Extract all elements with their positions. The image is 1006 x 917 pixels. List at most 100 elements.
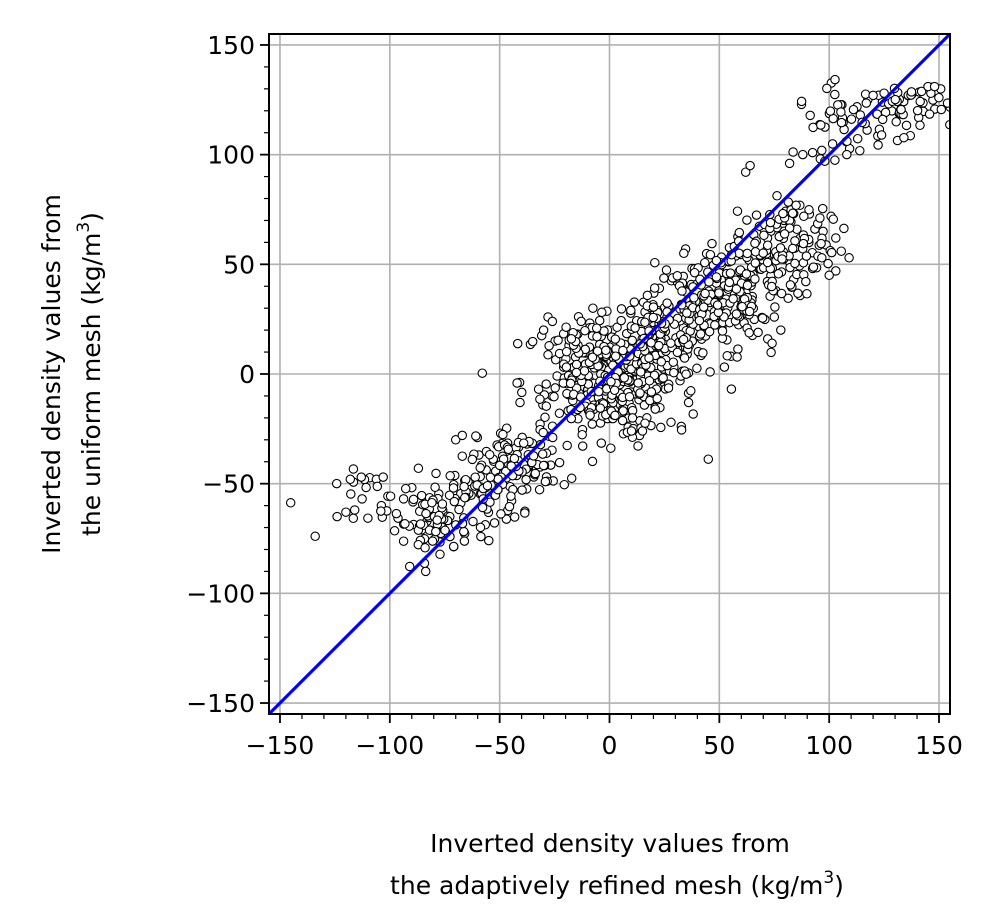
x-tick-label: −50 bbox=[473, 731, 526, 760]
x-tick-label: −150 bbox=[246, 731, 315, 760]
y-axis-label-superscript: 3 bbox=[74, 222, 94, 233]
data-point bbox=[533, 384, 544, 394]
data-point bbox=[731, 284, 742, 294]
data-point bbox=[698, 348, 708, 358]
data-point bbox=[346, 489, 356, 499]
data-point bbox=[681, 369, 691, 379]
data-point bbox=[547, 316, 558, 327]
data-point bbox=[663, 383, 674, 393]
y-axis-label: Inverted density values from the uniform… bbox=[37, 194, 106, 554]
data-point bbox=[579, 366, 590, 376]
data-point bbox=[449, 496, 460, 507]
data-point bbox=[778, 208, 788, 219]
data-point bbox=[692, 363, 702, 374]
data-point bbox=[559, 479, 570, 490]
y-tick-label: 100 bbox=[207, 141, 255, 170]
data-point bbox=[391, 508, 402, 519]
data-point bbox=[656, 422, 666, 433]
data-point bbox=[561, 362, 572, 372]
data-point bbox=[744, 306, 755, 317]
data-point bbox=[801, 251, 812, 261]
data-point bbox=[460, 492, 470, 503]
data-point bbox=[815, 213, 825, 223]
data-point bbox=[817, 145, 827, 156]
data-point bbox=[682, 308, 692, 318]
data-point bbox=[521, 474, 531, 485]
data-point bbox=[711, 272, 722, 282]
x-tick-label: 100 bbox=[805, 731, 853, 760]
data-point bbox=[540, 412, 550, 423]
data-point bbox=[565, 378, 576, 389]
data-point bbox=[580, 325, 590, 336]
data-point bbox=[561, 322, 571, 332]
data-point bbox=[627, 335, 637, 346]
data-point bbox=[448, 541, 459, 552]
data-point bbox=[703, 454, 714, 464]
axis-ticks bbox=[260, 44, 940, 723]
data-point bbox=[757, 313, 768, 323]
data-point bbox=[440, 525, 450, 536]
data-point bbox=[798, 238, 809, 249]
data-point bbox=[737, 301, 747, 312]
data-point bbox=[591, 323, 602, 333]
data-point bbox=[427, 536, 438, 546]
data-point bbox=[831, 233, 841, 243]
x-tick-label: 50 bbox=[703, 731, 735, 760]
data-point bbox=[929, 81, 940, 92]
data-point bbox=[587, 419, 598, 429]
data-point bbox=[879, 88, 889, 98]
data-point bbox=[477, 368, 488, 378]
data-point bbox=[587, 456, 598, 467]
data-point bbox=[494, 460, 505, 471]
data-point bbox=[471, 431, 481, 441]
data-point bbox=[530, 468, 541, 479]
data-point bbox=[372, 481, 383, 492]
data-point bbox=[550, 383, 560, 393]
data-point bbox=[633, 441, 643, 451]
y-tick-label: 50 bbox=[223, 250, 255, 279]
data-point bbox=[798, 149, 808, 160]
data-point bbox=[457, 430, 468, 441]
data-point bbox=[769, 312, 780, 322]
data-point bbox=[544, 341, 554, 351]
data-point bbox=[808, 122, 818, 133]
data-point bbox=[765, 217, 776, 228]
data-point bbox=[454, 504, 464, 515]
data-point bbox=[538, 325, 549, 335]
data-point bbox=[484, 535, 494, 546]
data-point bbox=[331, 478, 342, 489]
data-point bbox=[541, 379, 551, 389]
data-point bbox=[597, 307, 607, 318]
data-point bbox=[341, 507, 351, 517]
data-point bbox=[766, 281, 777, 292]
data-point bbox=[846, 114, 857, 124]
data-point bbox=[616, 304, 627, 314]
data-point bbox=[618, 345, 628, 356]
data-point bbox=[912, 105, 923, 116]
data-point bbox=[345, 474, 356, 485]
data-point bbox=[753, 327, 763, 338]
data-point bbox=[624, 392, 635, 402]
data-point bbox=[823, 258, 833, 269]
x-tick-label: −100 bbox=[355, 731, 424, 760]
data-point bbox=[431, 468, 441, 479]
data-point bbox=[408, 494, 419, 505]
data-point bbox=[640, 317, 650, 328]
data-point bbox=[689, 267, 700, 278]
data-point bbox=[348, 513, 359, 524]
data-point bbox=[609, 385, 620, 396]
data-point bbox=[538, 427, 548, 438]
data-point bbox=[420, 543, 430, 553]
data-point bbox=[722, 351, 732, 361]
data-point bbox=[596, 438, 607, 448]
y-axis-label-main: the uniform mesh (kg/m bbox=[77, 233, 106, 536]
data-point bbox=[839, 223, 849, 234]
data-point bbox=[571, 359, 582, 370]
data-point bbox=[934, 92, 944, 103]
data-point bbox=[549, 391, 559, 402]
data-point bbox=[750, 258, 761, 268]
x-tick-label: 0 bbox=[602, 731, 618, 760]
data-point bbox=[877, 114, 888, 125]
data-point bbox=[420, 566, 431, 577]
